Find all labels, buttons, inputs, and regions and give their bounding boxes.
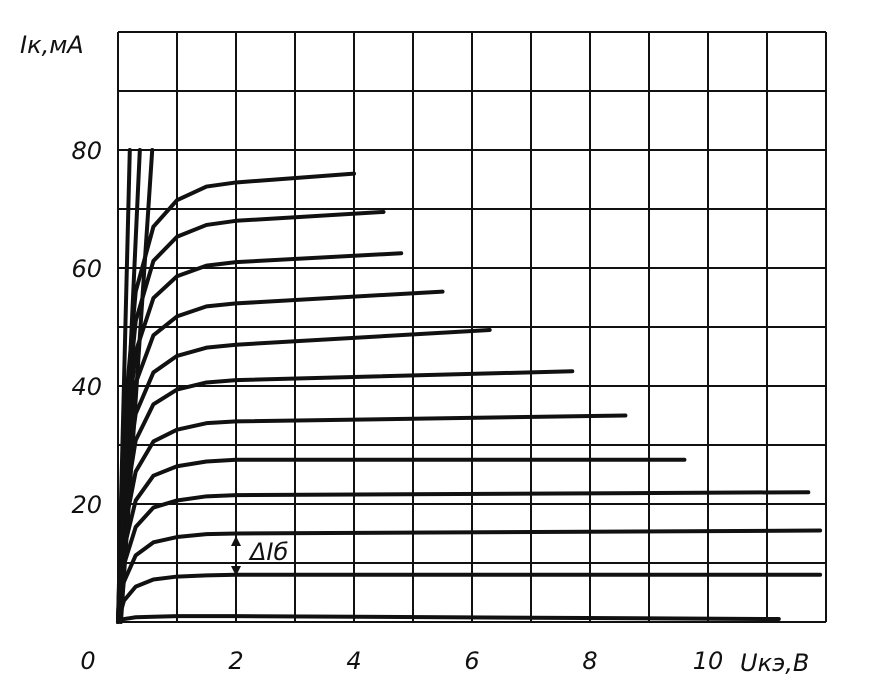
curve [116,413,628,624]
x-tick-label: 8 [582,647,597,675]
annotation: ΔIб [248,538,288,566]
curve [116,572,823,624]
x-axis-label: Uкэ,В [740,649,809,677]
x-tick-label: 4 [346,647,361,675]
x-tick-label: 10 [693,647,724,675]
plot: 0 2 4 6 8 10 20 40 60 80 [71,31,827,675]
y-axis-label: Iк,мА [20,31,84,59]
curve [116,148,142,624]
curve [118,148,155,624]
curve [116,457,687,624]
x-tick-label: 0 [80,647,95,675]
curve [116,490,811,624]
x-tick-label: 6 [464,647,479,675]
y-tick-label: 60 [71,255,102,283]
y-tick-label: 20 [71,491,102,519]
x-tick-label: 2 [228,647,243,675]
y-tick-label: 80 [71,137,102,165]
y-tick-label: 40 [71,373,102,401]
delta-arrow [231,536,241,576]
curve [116,369,575,624]
curve [116,614,781,624]
